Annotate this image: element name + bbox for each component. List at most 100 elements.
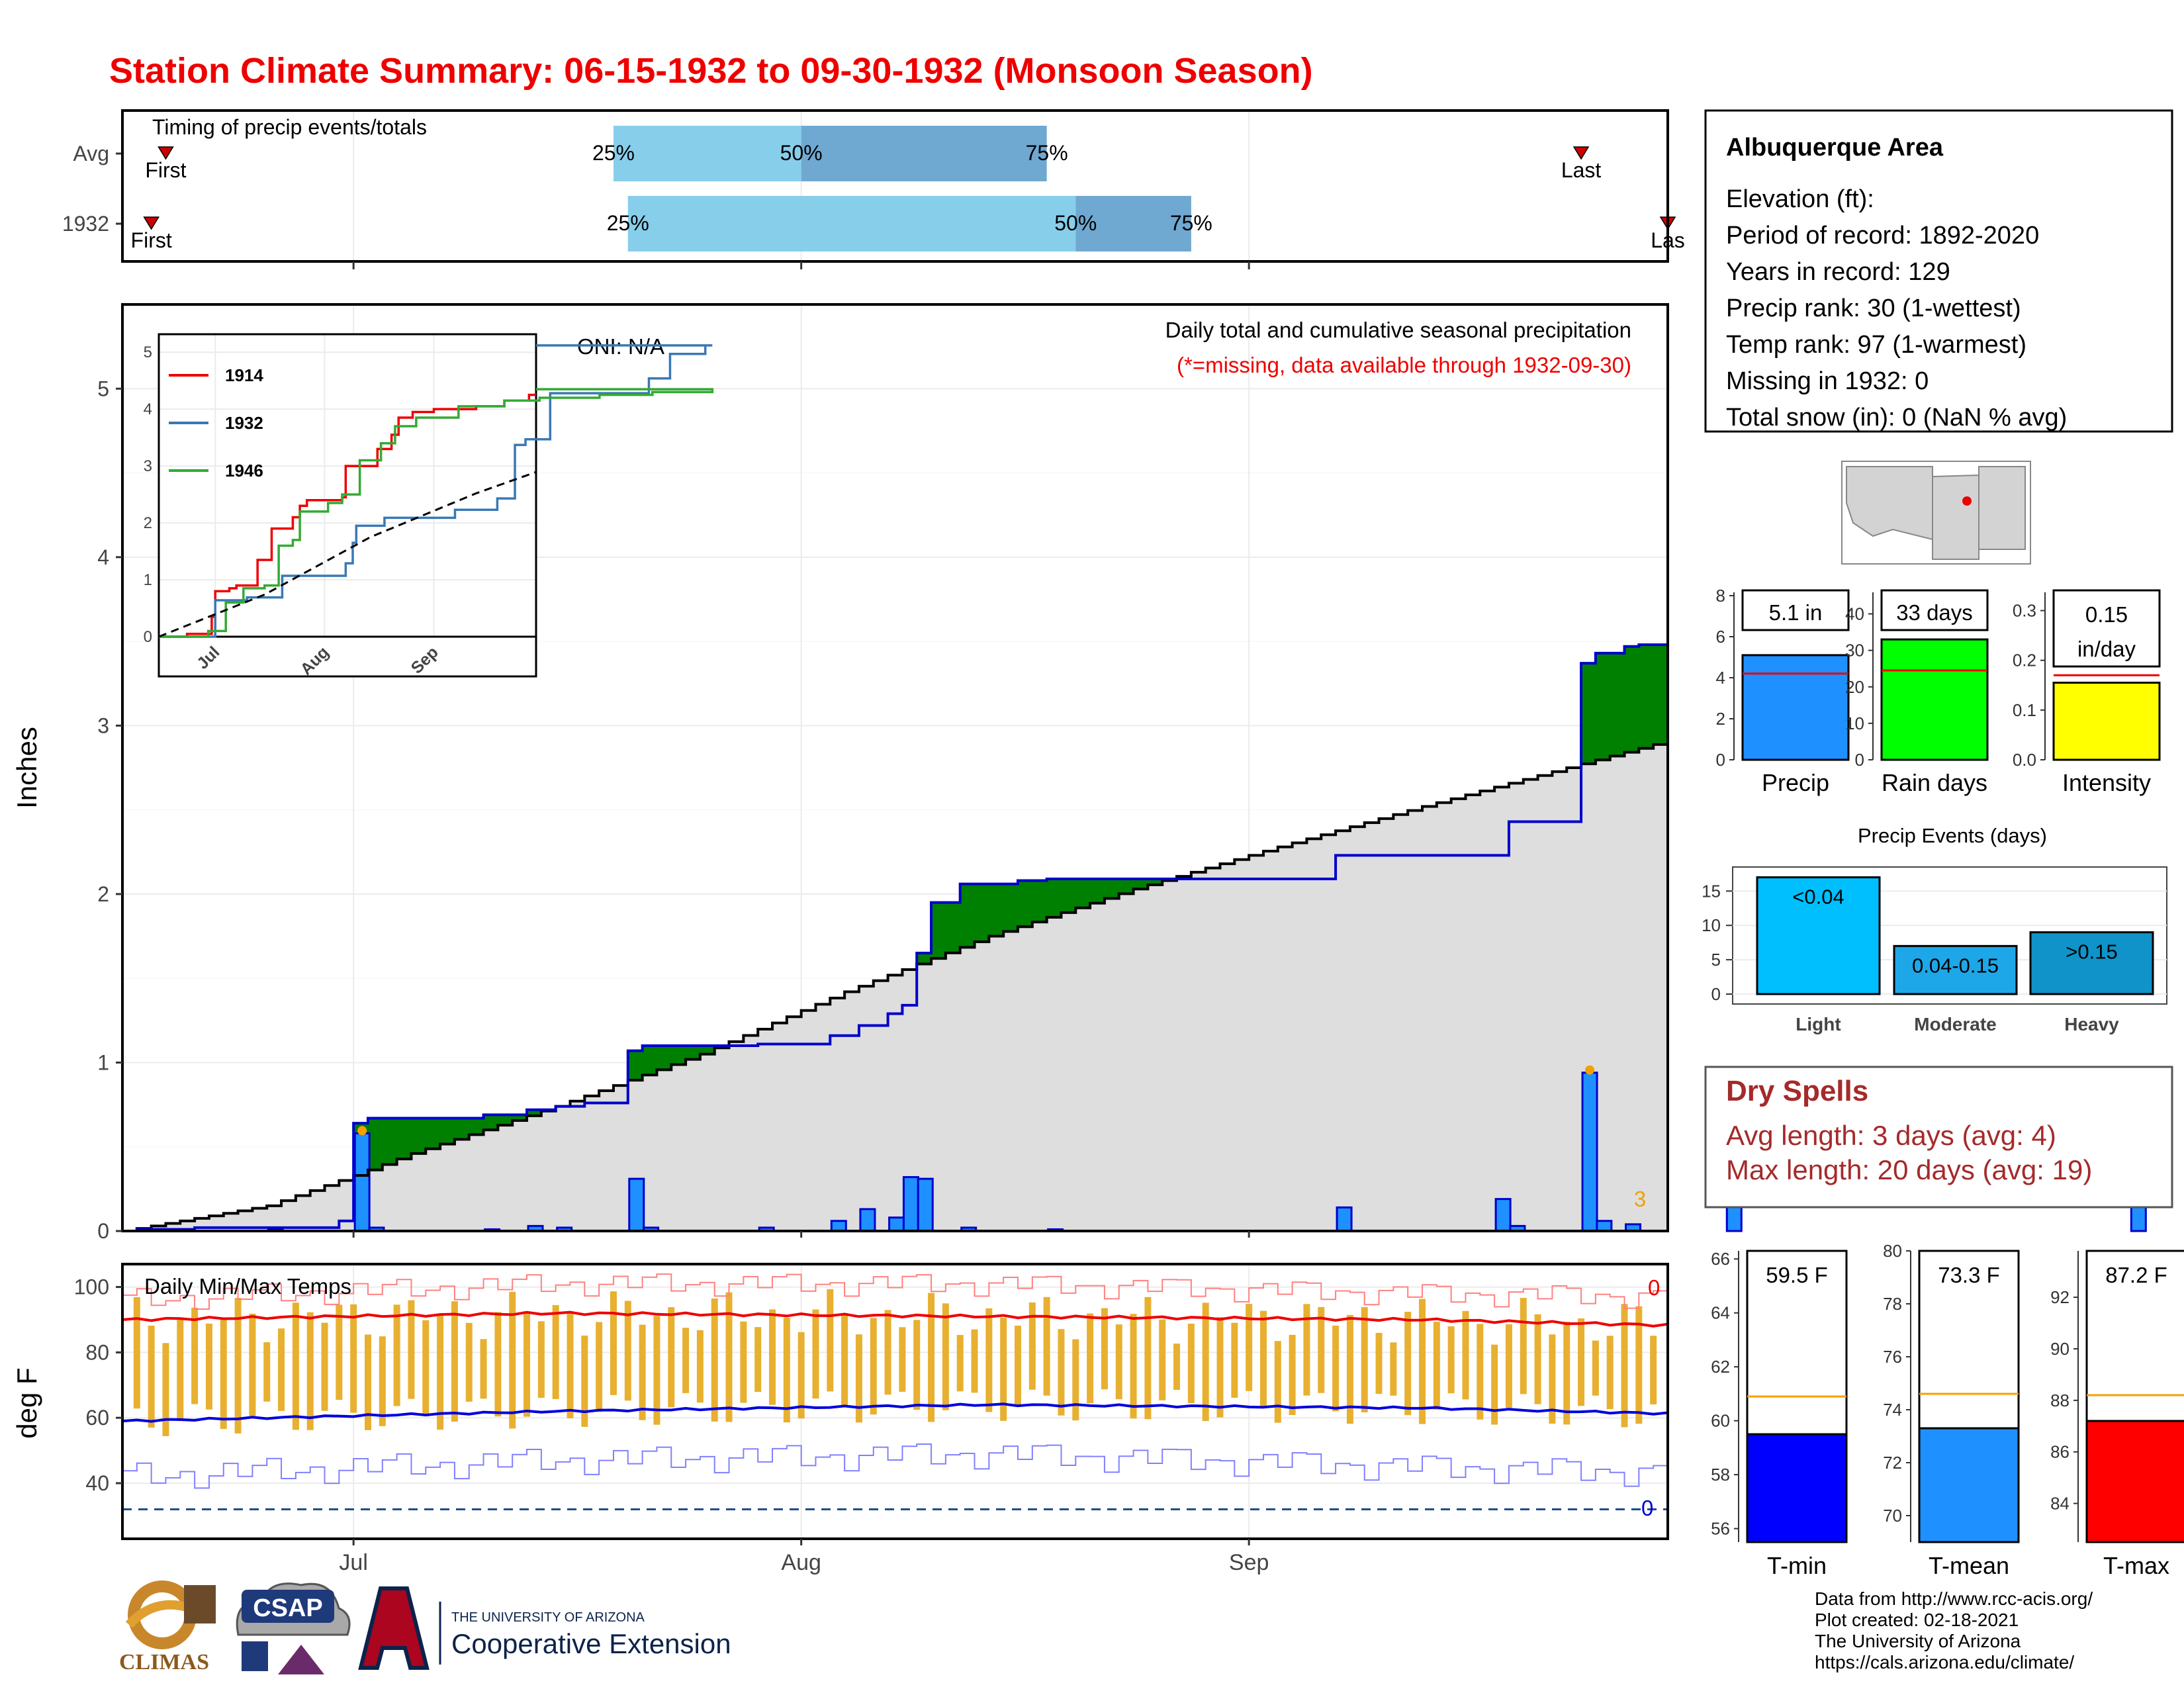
summary-tick-label: 40 (1845, 604, 1864, 624)
daily-temp-bar (725, 1292, 733, 1422)
temp-summary-tick-label: 80 (1883, 1241, 1902, 1261)
events-title: Precip Events (days) (1858, 824, 2047, 847)
above-avg-area (642, 1046, 658, 1075)
avg-max-line (122, 1310, 1668, 1328)
event-bar-label: <0.04 (1792, 886, 1844, 909)
daily-precip-bar (628, 1177, 645, 1232)
daily-temp-bar (956, 1335, 964, 1392)
average-cumulative-area (122, 744, 1668, 1231)
daily-temp-bar (1318, 1306, 1325, 1393)
daily-precip-marker (1585, 1065, 1595, 1075)
daily-temp-bar (1101, 1308, 1108, 1390)
above-avg-area (1118, 879, 1134, 894)
daily-temp-bar (1159, 1319, 1166, 1400)
above-avg-area (1610, 653, 1625, 756)
above-avg-area (917, 953, 932, 964)
first-event-marker (143, 216, 159, 230)
station-info-box: Albuquerque Area Elevation (ft): Period o… (1704, 109, 2173, 433)
csap-logo-text: CSAP (253, 1594, 323, 1622)
quartile-bar-25-50 (627, 196, 1076, 251)
above-avg-area (1595, 653, 1611, 760)
event-category-label: Light (1796, 1014, 1841, 1034)
daily-temp-bar (942, 1303, 949, 1410)
temp-y-tick-label: 100 (74, 1275, 109, 1299)
daily-temp-bar (437, 1314, 444, 1430)
daily-temp-bar (596, 1322, 603, 1412)
above-avg-area (1104, 879, 1120, 899)
inset-series-line-1914 (159, 393, 536, 638)
events-tick-label: 10 (1702, 915, 1721, 935)
above-avg-area (396, 1118, 412, 1160)
precip-events-panel: Precip Events (days) 0 5 10 15 <0.04 Light 0.0… (1702, 824, 2167, 1034)
temp-summary-bar-T-mean (1918, 1427, 2020, 1543)
daily-temp-bar (783, 1318, 790, 1423)
p25-label: 25% (592, 141, 635, 165)
summary-bar-label: Intensity (2062, 769, 2151, 796)
above-avg-area (1075, 879, 1091, 908)
temp-summary-frame (1746, 1250, 1848, 1436)
footer-line: The University of Arizona (1815, 1631, 2021, 1651)
y-tick-label: 1 (97, 1050, 109, 1074)
summary-tick-label: 0.0 (2013, 750, 2036, 770)
daily-temp-bar (682, 1328, 690, 1393)
daily-precip-marker (357, 1126, 367, 1136)
daily-temp-bar (292, 1303, 299, 1430)
daily-temp-bar (523, 1311, 531, 1417)
daily-temp-bar (220, 1318, 227, 1430)
above-avg-area (1090, 879, 1105, 903)
inset-y-tick-label: 5 (144, 343, 152, 361)
above-avg-area (367, 1118, 383, 1170)
dry-spells-title: Dry Spells (1726, 1075, 1868, 1107)
above-avg-area (974, 884, 989, 942)
timing-row-label: Avg (73, 142, 109, 165)
daily-temp-bar (928, 1293, 935, 1422)
daily-precip-bar (917, 1177, 934, 1232)
daily-temp-bar (1433, 1322, 1440, 1410)
daily-temp-bar (1578, 1318, 1585, 1406)
daily-temp-bar (422, 1320, 430, 1415)
missing-count: 3 (1634, 1187, 1646, 1211)
station-name: Albuquerque Area (1726, 134, 1944, 161)
daily-temp-bar (1477, 1324, 1484, 1420)
p75-label: 75% (1170, 211, 1212, 235)
daily-temp-bar (639, 1324, 646, 1420)
temp-summary-bar-T-min (1746, 1433, 1848, 1543)
daily-precip-bar (1494, 1198, 1512, 1232)
summary-value-label: 0.15 (2085, 602, 2128, 627)
summary-bars: 0 2 4 6 8 5.1 in Precip 0 10 20 30 40 33 days Rain da… (1716, 586, 2161, 796)
temp-summary-tick-label: 92 (2050, 1287, 2070, 1307)
y-tick-label: 0 (97, 1219, 109, 1243)
daily-temp-bar (191, 1307, 199, 1404)
daily-temp-bar (1404, 1312, 1412, 1416)
cumulative-1932-line (122, 643, 1668, 1232)
climas-logo-text: CLIMAS (119, 1650, 209, 1674)
daily-precip-bar (830, 1220, 847, 1232)
daily-temp-bar (754, 1327, 762, 1393)
timing-panel-label: Timing of precip events/totals (152, 115, 427, 139)
precip-ylabel: Inches (11, 727, 42, 809)
summary-bar-Precip (1741, 654, 1850, 761)
p25-label: 25% (607, 211, 649, 235)
daily-temp-bar (1115, 1324, 1122, 1400)
summary-tick-label: 6 (1716, 627, 1725, 647)
above-avg-area (1581, 663, 1596, 764)
daily-temp-bar (451, 1301, 458, 1422)
daily-temp-bar (1635, 1306, 1643, 1424)
above-avg-area (1017, 880, 1033, 927)
daily-temp-bar (1505, 1324, 1512, 1408)
daily-temp-bar (133, 1297, 140, 1409)
ua-logo-small: THE UNIVERSITY OF ARIZONA (451, 1610, 645, 1625)
above-avg-area (469, 1118, 484, 1135)
summary-bar-Intensity (2052, 682, 2161, 761)
temp-summary-tick-label: 60 (1711, 1411, 1730, 1431)
temp-y-tick-label: 80 (85, 1340, 109, 1364)
daily-precip-bar (353, 1132, 371, 1232)
daily-precip-bar (1336, 1206, 1353, 1232)
quartile-bar-25-50 (613, 126, 801, 181)
x-tick-label: Jul (339, 1550, 367, 1575)
summary-value-box (1741, 589, 1850, 631)
station-info-line: Period of record: 1892-2020 (1726, 222, 2039, 250)
first-event-label: First (131, 228, 172, 252)
temp-summary-tick-label: 62 (1711, 1357, 1730, 1377)
above-avg-area (512, 1115, 527, 1121)
